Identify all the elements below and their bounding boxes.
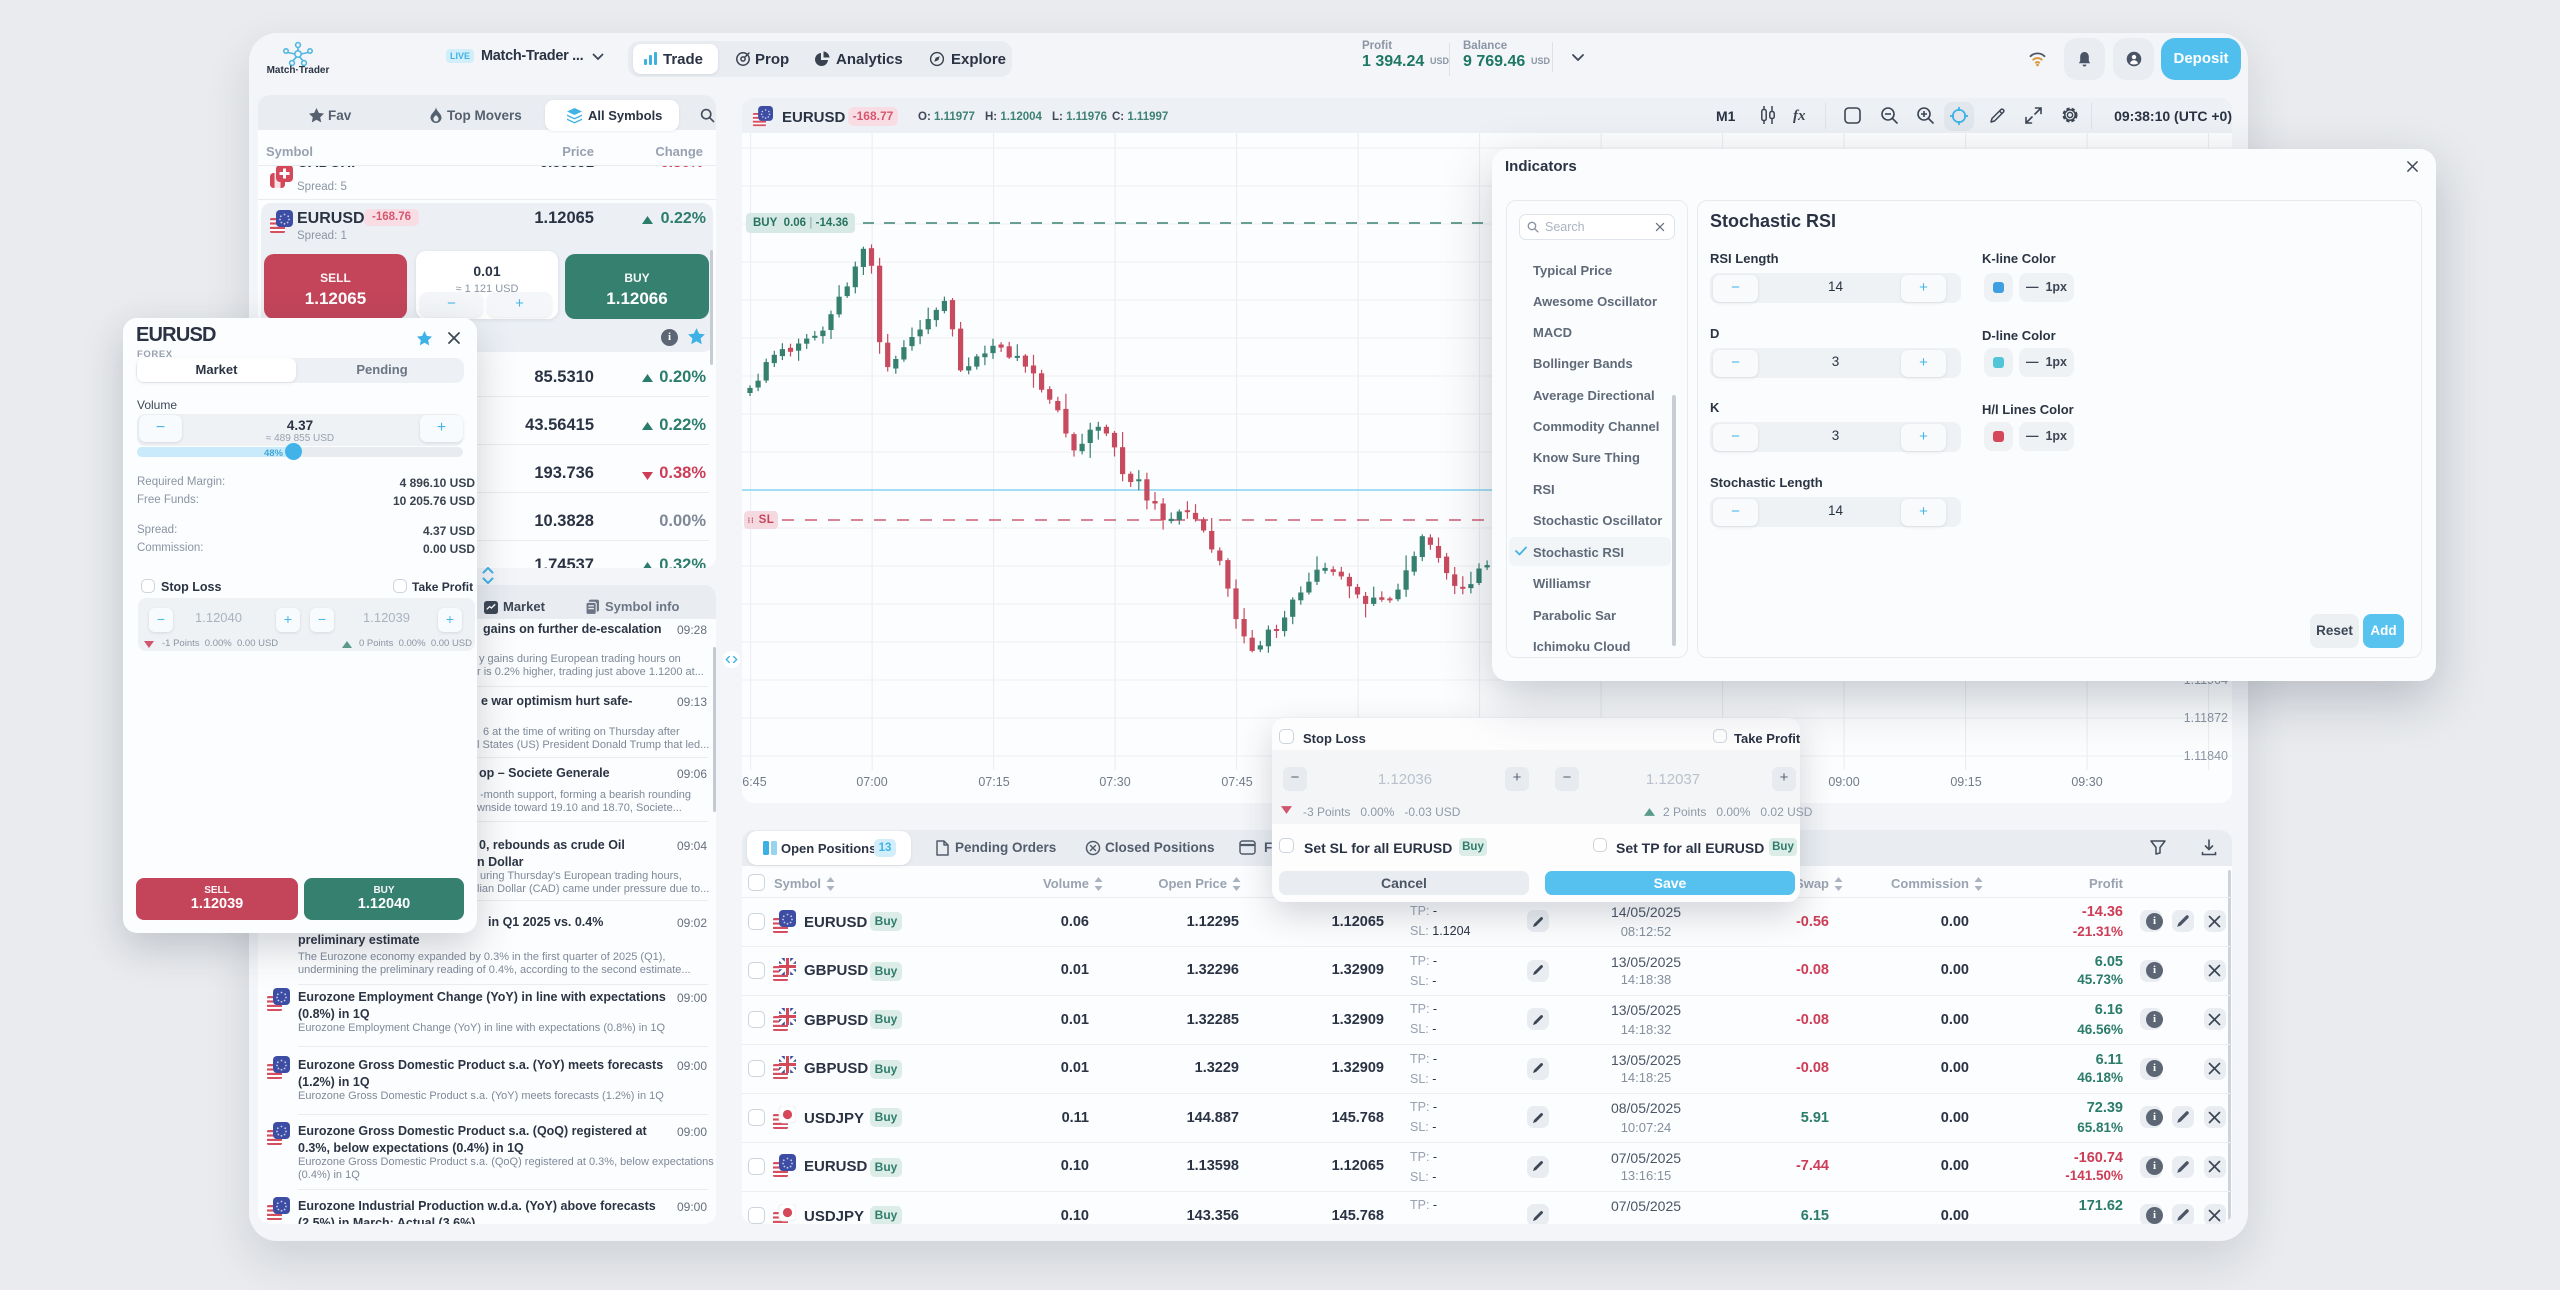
svg-text:fx: fx [1793,108,1806,124]
